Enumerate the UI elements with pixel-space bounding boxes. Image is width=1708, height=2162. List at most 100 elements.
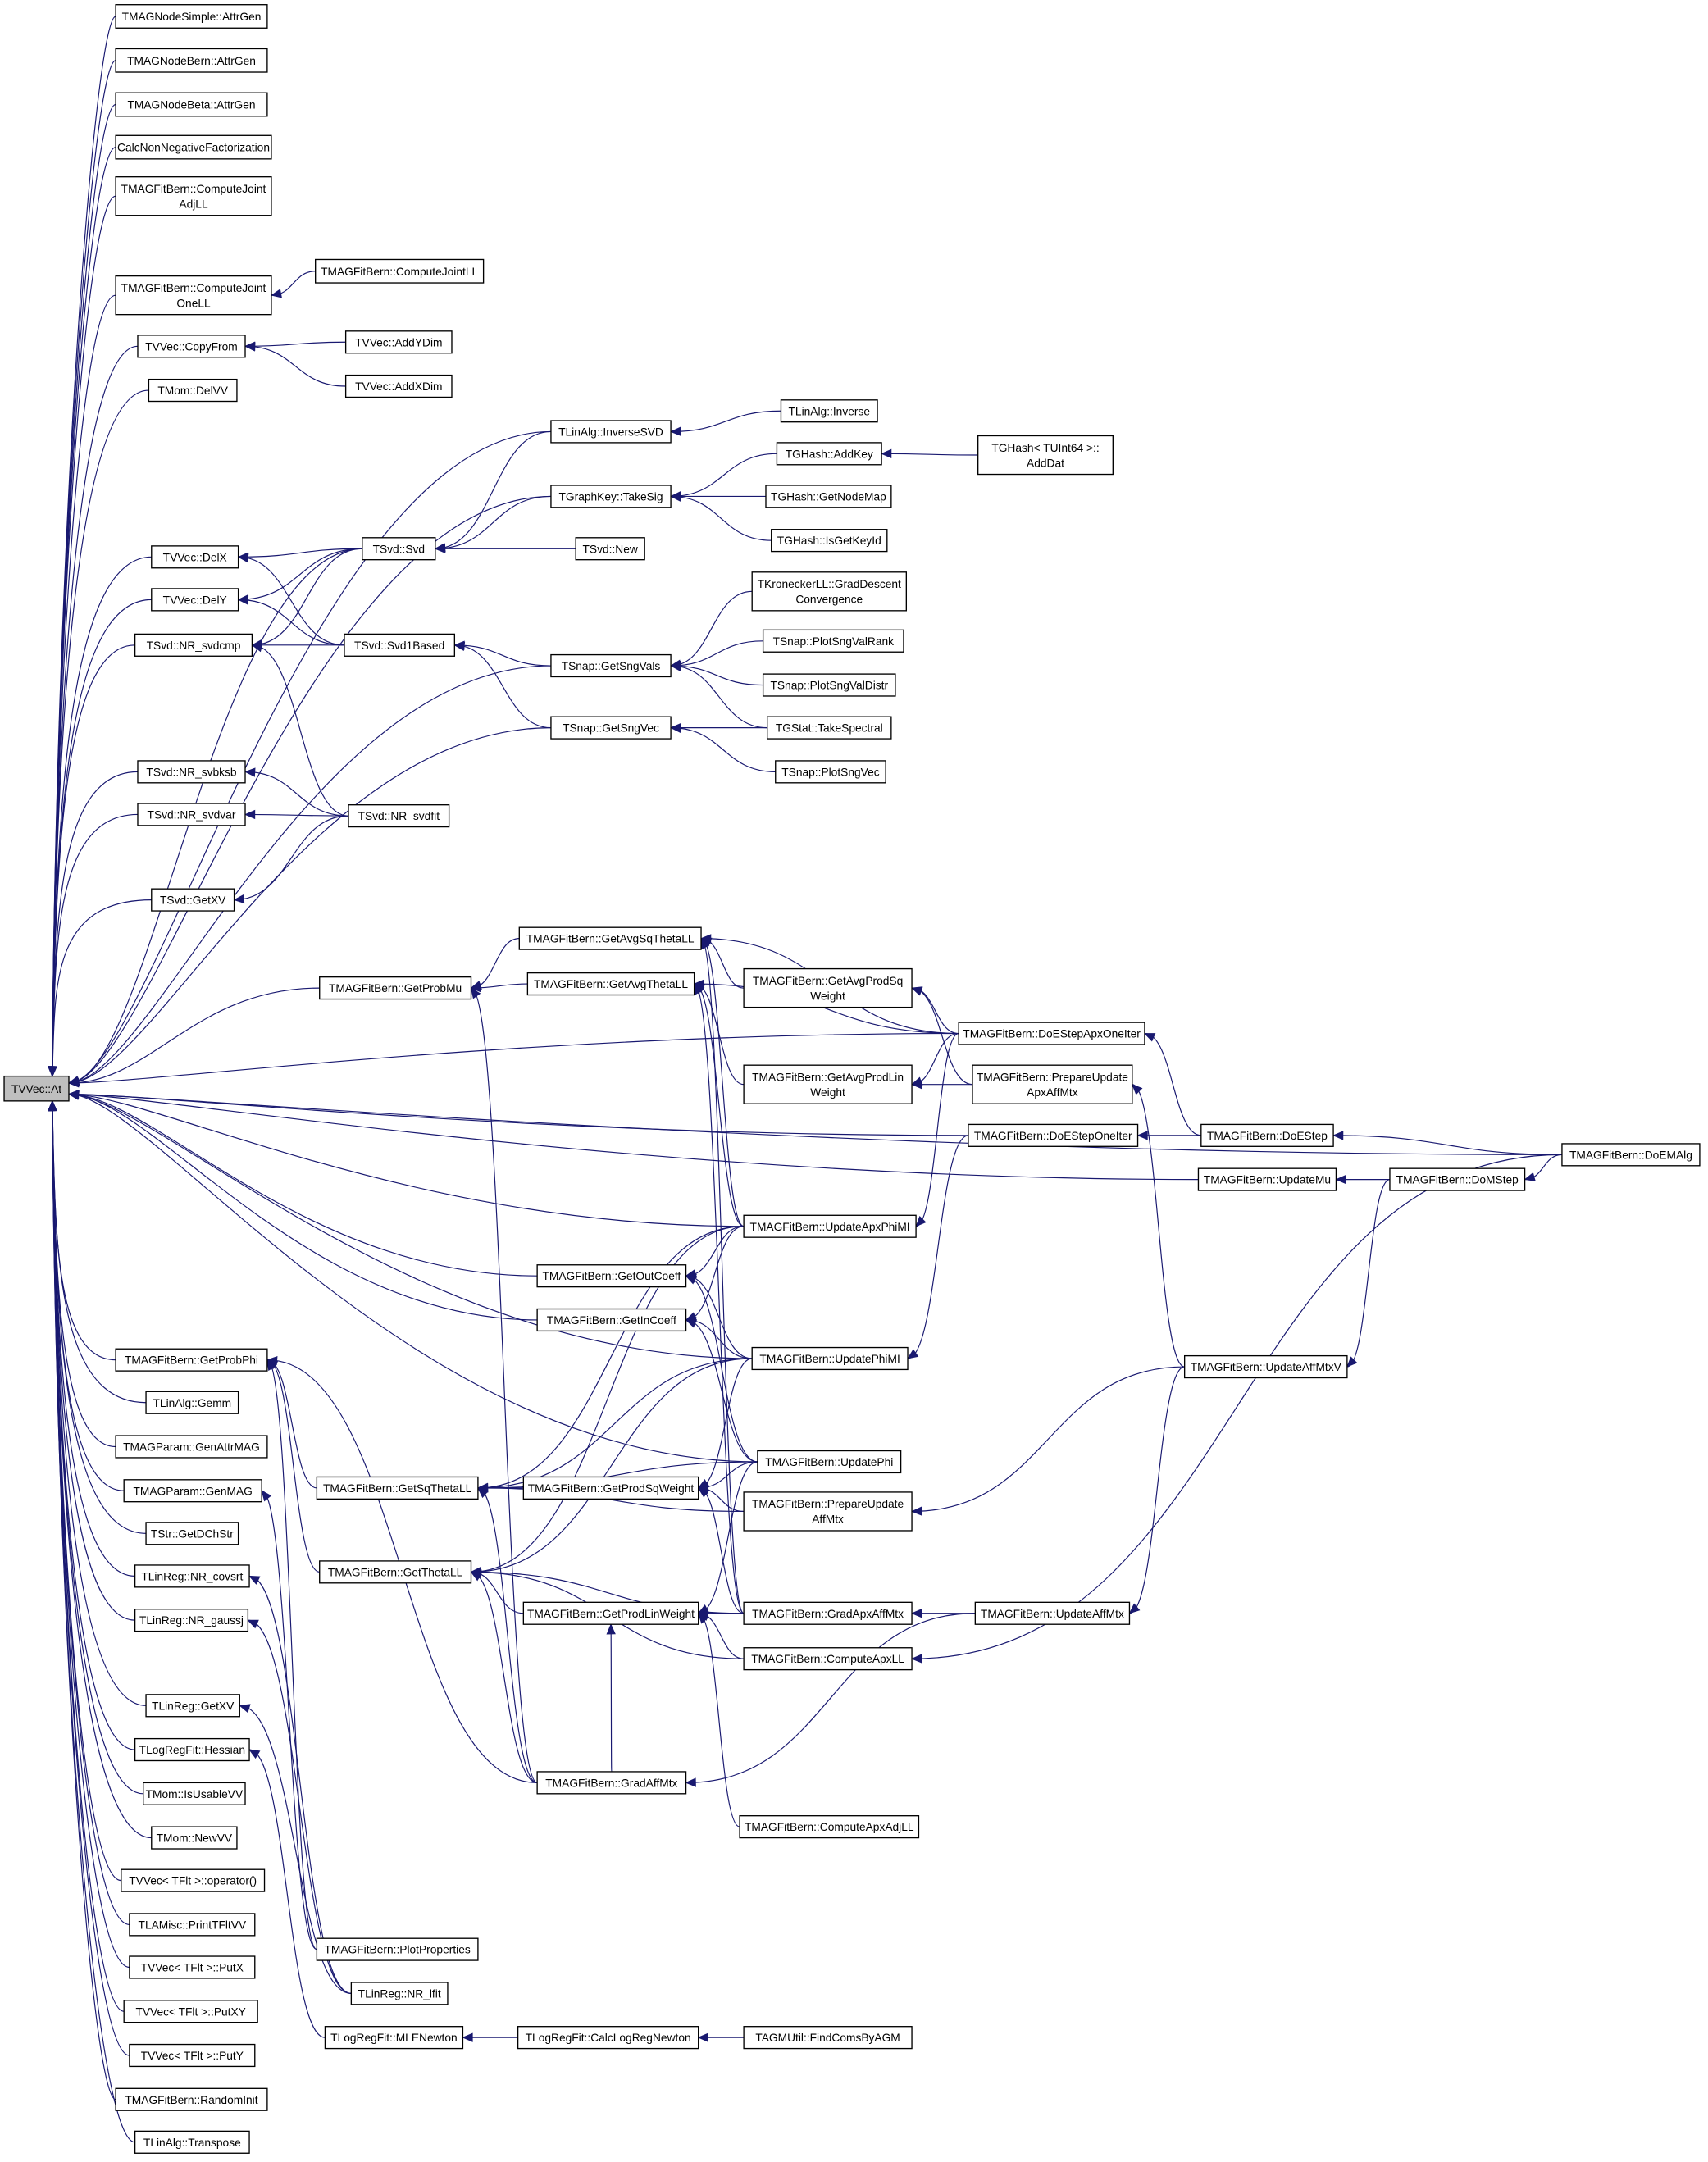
node-tmagfitbern-getsqthetall[interactable]: TMAGFitBern::GetSqThetaLL xyxy=(316,1476,479,1500)
node-tmagfitbern-updateaffmtxv[interactable]: TMAGFitBern::UpdateAffMtxV xyxy=(1183,1354,1348,1379)
node-tmagfitbern-domstep[interactable]: TMAGFitBern::DoMStep xyxy=(1389,1167,1526,1191)
node-tghash-getnodemap[interactable]: TGHash::GetNodeMap xyxy=(765,485,892,508)
node-tmom-newvv[interactable]: TMom::NewVV xyxy=(151,1826,238,1850)
node-tgstat-takespectral[interactable]: TGStat::TakeSpectral xyxy=(766,716,892,740)
node-tmagfitbern-updateapxphimi[interactable]: TMAGFitBern::UpdateApxPhiMI xyxy=(743,1214,917,1238)
node-tmagfitbern-getprodsqweight[interactable]: TMAGFitBern::GetProdSqWeight xyxy=(522,1476,699,1500)
node-tlinalg-gemm[interactable]: TLinAlg::Gemm xyxy=(145,1391,239,1414)
edge-tsvd-svd1based-to-tvvec-dely xyxy=(238,599,344,646)
node-tmagfitbern-randominit[interactable]: TMAGFitBern::RandomInit xyxy=(115,2087,268,2111)
edge-tsnap-getsngvec-to-tsvd-svd1based xyxy=(454,644,551,729)
node-tvvec-at[interactable]: TVVec::At xyxy=(3,1075,70,1102)
node-tsvd-nr-svbksb[interactable]: TSvd::NR_svbksb xyxy=(137,760,246,784)
node-tmagfitbern-gradaffmtx[interactable]: TMAGFitBern::GradAffMtx xyxy=(536,1771,687,1795)
node-tsvd-nr-svdvar[interactable]: TSvd::NR_svdvar xyxy=(137,803,246,826)
node-tgraphkey-takesig[interactable]: TGraphKey::TakeSig xyxy=(550,485,672,508)
node-tmagfitbern-updatephimi[interactable]: TMAGFitBern::UpdatePhiMI xyxy=(751,1346,909,1371)
node-tmagfitbern-getprobmu[interactable]: TMAGFitBern::GetProbMu xyxy=(319,976,472,1000)
node-tmagfitbern-getthetall[interactable]: TMAGFitBern::GetThetaLL xyxy=(319,1560,472,1584)
node-tlinalg-inversesvd[interactable]: TLinAlg::InverseSVD xyxy=(550,420,672,444)
node-label: TLinAlg::Inverse xyxy=(789,405,871,417)
node-tmagnodesimple-attrgen[interactable]: TMAGNodeSimple::AttrGen xyxy=(115,4,268,29)
node-tvvec-delx[interactable]: TVVec::DelX xyxy=(151,545,239,569)
node-tmom-isusablevv[interactable]: TMom::IsUsableVV xyxy=(143,1782,246,1805)
node-tlogregfit-hessian[interactable]: TLogRegFit::Hessian xyxy=(134,1737,250,1762)
node-tmagfitbern-plotproperties[interactable]: TMAGFitBern::PlotProperties xyxy=(316,1937,479,1961)
node-tlogregfit-mlenewton[interactable]: TLogRegFit::MLENewton xyxy=(324,2026,464,2050)
node-tmagfitbern-computejointll[interactable]: TMAGFitBern::ComputeJointLL xyxy=(315,258,485,284)
node-tsvd-new[interactable]: TSvd::New xyxy=(575,537,645,561)
node-box xyxy=(134,633,253,657)
node-tvvec-tflt-puty[interactable]: TVVec< TFlt >::PutY xyxy=(129,2043,256,2068)
node-tsvd-nr-svdfit[interactable]: TSvd::NR_svdfit xyxy=(348,804,450,828)
node-tmagfitbern-gradapxaffmtx[interactable]: TMAGFitBern::GradApxAffMtx xyxy=(743,1601,913,1625)
node-label: TMAGFitBern::ComputeApxLL xyxy=(751,1653,904,1665)
node-tmagfitbern-getavgthetall[interactable]: TMAGFitBern::GetAvgThetaLL xyxy=(526,972,695,996)
node-tvvec-addxdim[interactable]: TVVec::AddXDim xyxy=(344,374,453,398)
node-tlogregfit-calclogregnewton[interactable]: TLogRegFit::CalcLogRegNewton xyxy=(517,2026,699,2050)
node-tghash-tuint64-adddat[interactable]: TGHash< TUInt64 >::AddDat xyxy=(977,435,1114,476)
node-box xyxy=(134,2130,250,2154)
node-tsnap-plotsngvaldistr[interactable]: TSnap::PlotSngValDistr xyxy=(762,673,896,697)
node-label: TMAGFitBern::GradApxAffMtx xyxy=(752,1608,904,1620)
node-tvvec-tflt-putxy[interactable]: TVVec< TFlt >::PutXY xyxy=(123,2000,258,2023)
arrowhead-icon xyxy=(470,1571,482,1582)
node-tmagfitbern-getoutcoeff[interactable]: TMAGFitBern::GetOutCoeff xyxy=(536,1264,687,1288)
node-tmom-delvv[interactable]: TMom::DelVV xyxy=(148,378,238,403)
node-tsnap-plotsngvec[interactable]: TSnap::PlotSngVec xyxy=(775,760,886,784)
node-tstr-getdchstr[interactable]: TStr::GetDChStr xyxy=(145,1522,239,1545)
node-tsvd-getxv[interactable]: TSvd::GetXV xyxy=(151,888,235,912)
node-tsnap-getsngvec[interactable]: TSnap::GetSngVec xyxy=(550,716,672,740)
node-tvvec-tflt-operator[interactable]: TVVec< TFlt >::operator() xyxy=(121,1868,266,1892)
node-tmagfitbern-doesteponeiter[interactable]: TMAGFitBern::DoEStepOneIter xyxy=(968,1123,1139,1147)
node-tlamisc-printtfltvv[interactable]: TLAMisc::PrintTFltVV xyxy=(129,1913,256,1937)
node-tvvec-copyfrom[interactable]: TVVec::CopyFrom xyxy=(137,335,246,358)
node-label: TLinReg::NR_lfit xyxy=(358,1987,441,2000)
arrowhead-icon xyxy=(699,934,712,944)
node-tmagfitbern-updatephi[interactable]: TMAGFitBern::UpdatePhi xyxy=(757,1450,902,1474)
node-tmagfitbern-getavgsqthetall[interactable]: TMAGFitBern::GetAvgSqThetaLL xyxy=(518,926,702,950)
node-tmagnodebeta-attrgen[interactable]: TMAGNodeBeta::AttrGen xyxy=(115,92,268,117)
node-box xyxy=(762,673,896,697)
node-tmagfitbern-doestep[interactable]: TMAGFitBern::DoEStep xyxy=(1200,1123,1334,1147)
node-tagmutil-findcomsbyagm[interactable]: TAGMUtil::FindComsByAGM xyxy=(743,2026,913,2050)
node-tsnap-getsngvals[interactable]: TSnap::GetSngVals xyxy=(550,653,672,678)
node-tmagfitbern-computeapxll[interactable]: TMAGFitBern::ComputeApxLL xyxy=(743,1647,913,1671)
node-tmagfitbern-computeapxadjll[interactable]: TMAGFitBern::ComputeApxAdjLL xyxy=(739,1815,920,1839)
node-tvvec-dely[interactable]: TVVec::DelY xyxy=(151,588,239,612)
node-tsnap-plotsngvalrank[interactable]: TSnap::PlotSngValRank xyxy=(762,629,904,653)
node-tsvd-svd[interactable]: TSvd::Svd xyxy=(362,537,436,561)
node-tsvd-svd1based[interactable]: TSvd::Svd1Based xyxy=(344,633,456,657)
node-tmagparam-genmag[interactable]: TMAGParam::GenMAG xyxy=(123,1479,262,1503)
node-tghash-isgetkeyid[interactable]: TGHash::IsGetKeyId xyxy=(771,529,888,553)
node-tmagfitbern-updatemu[interactable]: TMAGFitBern::UpdateMu xyxy=(1197,1167,1337,1191)
node-tvvec-tflt-putx[interactable]: TVVec< TFlt >::PutX xyxy=(129,1955,256,1979)
node-tmagparam-genattrmag[interactable]: TMAGParam::GenAttrMAG xyxy=(115,1435,268,1459)
node-tmagnodebern-attrgen[interactable]: TMAGNodeBern::AttrGen xyxy=(115,48,268,73)
node-tsvd-nr-svdcmp[interactable]: TSvd::NR_svdcmp xyxy=(134,633,253,657)
node-calcnonnegativefactorization[interactable]: CalcNonNegativeFactorization xyxy=(115,134,272,160)
node-tlinreg-getxv[interactable]: TLinReg::GetXV xyxy=(145,1694,240,1718)
node-tlinreg-nr-gaussj[interactable]: TLinReg::NR_gaussj xyxy=(134,1609,249,1632)
node-tmagfitbern-doestepapxoneiter[interactable]: TMAGFitBern::DoEStepApxOneIter xyxy=(958,1022,1145,1045)
node-tlinalg-transpose[interactable]: TLinAlg::Transpose xyxy=(134,2130,250,2154)
node-tlinreg-nr-lfit[interactable]: TLinReg::NR_lfit xyxy=(350,1982,449,2005)
node-label: TMAGFitBern::GetSqThetaLL xyxy=(323,1482,472,1495)
node-tlinreg-nr-covsrt[interactable]: TLinReg::NR_covsrt xyxy=(134,1564,250,1588)
node-tmagfitbern-doemalg[interactable]: TMAGFitBern::DoEMAlg xyxy=(1561,1143,1701,1167)
node-tmagfitbern-updateaffmtx[interactable]: TMAGFitBern::UpdateAffMtx xyxy=(974,1601,1131,1625)
node-tvvec-addydim[interactable]: TVVec::AddYDim xyxy=(344,330,453,354)
node-tmagfitbern-getprobphi[interactable]: TMAGFitBern::GetProbPhi xyxy=(115,1348,268,1372)
node-tlinalg-inverse[interactable]: TLinAlg::Inverse xyxy=(780,399,878,423)
node-tmagfitbern-getincoeff[interactable]: TMAGFitBern::GetInCoeff xyxy=(536,1308,687,1332)
node-tmagfitbern-getprodlinweight[interactable]: TMAGFitBern::GetProdLinWeight xyxy=(522,1601,699,1625)
node-tghash-addkey[interactable]: TGHash::AddKey xyxy=(776,442,882,466)
node-box xyxy=(743,1214,917,1238)
